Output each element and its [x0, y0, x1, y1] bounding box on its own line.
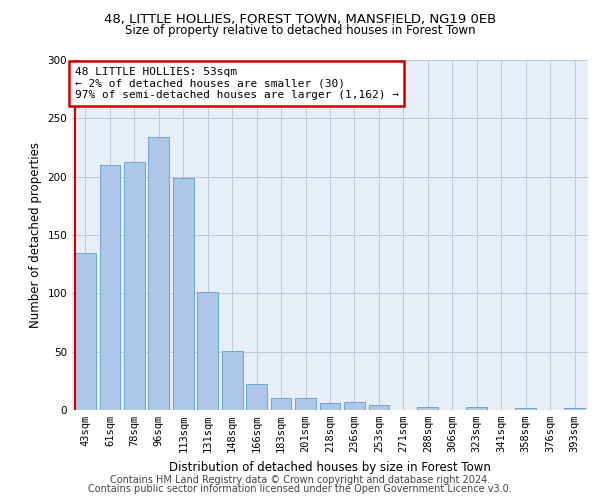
Bar	[148, 137, 169, 410]
Bar	[515, 408, 536, 410]
Bar	[222, 350, 242, 410]
Text: 48, LITTLE HOLLIES, FOREST TOWN, MANSFIELD, NG19 0EB: 48, LITTLE HOLLIES, FOREST TOWN, MANSFIE…	[104, 12, 496, 26]
Bar	[418, 406, 438, 410]
Text: 48 LITTLE HOLLIES: 53sqm
← 2% of detached houses are smaller (30)
97% of semi-de: 48 LITTLE HOLLIES: 53sqm ← 2% of detache…	[74, 67, 398, 100]
Bar	[75, 252, 96, 410]
Text: Contains HM Land Registry data © Crown copyright and database right 2024.: Contains HM Land Registry data © Crown c…	[110, 475, 490, 485]
Y-axis label: Number of detached properties: Number of detached properties	[29, 142, 42, 328]
Bar	[246, 384, 267, 410]
Bar	[368, 406, 389, 410]
Bar	[320, 403, 340, 410]
Bar	[173, 178, 194, 410]
Text: Size of property relative to detached houses in Forest Town: Size of property relative to detached ho…	[125, 24, 475, 37]
Bar	[100, 165, 120, 410]
Bar	[564, 408, 585, 410]
Bar	[197, 292, 218, 410]
Bar	[466, 406, 487, 410]
Bar	[124, 162, 145, 410]
Bar	[271, 398, 292, 410]
Bar	[295, 398, 316, 410]
X-axis label: Distribution of detached houses by size in Forest Town: Distribution of detached houses by size …	[169, 460, 491, 473]
Text: Contains public sector information licensed under the Open Government Licence v3: Contains public sector information licen…	[88, 484, 512, 494]
Bar	[344, 402, 365, 410]
